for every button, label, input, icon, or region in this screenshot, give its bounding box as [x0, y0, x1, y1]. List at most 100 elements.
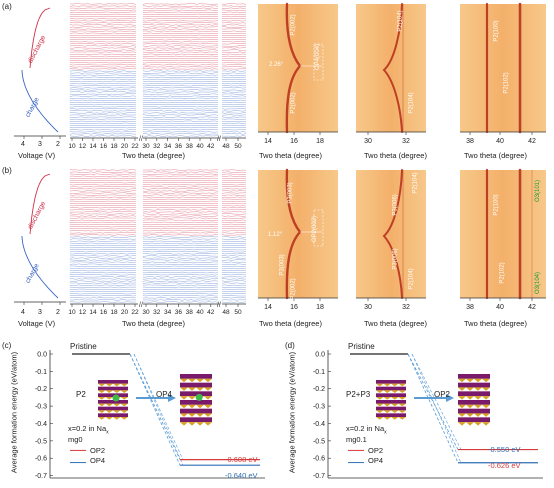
waterfall-high-trace [221, 286, 247, 288]
y-tick: -0.5 [35, 438, 47, 445]
waterfall-mid-trace [142, 171, 219, 173]
two-theta-tick: 10 [68, 309, 76, 316]
crystal-right-atom [196, 378, 204, 383]
waterfall-mid-trace [142, 242, 219, 244]
voltage-title-b: Voltage (V) [18, 319, 56, 328]
waterfall-mid-trace [142, 263, 218, 265]
waterfall-low-trace [69, 68, 136, 70]
waterfall-low-trace [69, 259, 137, 261]
waterfall-high-trace [221, 223, 247, 225]
waterfall-mid-trace [142, 230, 219, 232]
legend-op2-c: OP2 [90, 446, 106, 455]
composition-c: x=0.2 in Nax [68, 424, 109, 436]
waterfall-high-trace [221, 182, 247, 184]
waterfall-mid-trace [142, 297, 219, 299]
waterfall-low-trace [69, 276, 136, 278]
waterfall-mid-trace [142, 228, 219, 230]
ann-a-p2-002: P2(002) [290, 92, 297, 114]
crystal-left-atom [113, 410, 121, 413]
waterfall-mid-trace [142, 190, 219, 192]
waterfall-mid-trace [142, 272, 219, 274]
waterfall-mid-trace [142, 198, 219, 200]
waterfall-high-trace [221, 259, 247, 261]
crystal-right-atom [180, 422, 188, 426]
waterfall-low-trace [69, 244, 137, 246]
waterfall-high-trace [221, 261, 247, 263]
waterfall-mid-trace [142, 83, 219, 85]
waterfall-mid-trace [142, 215, 219, 217]
heat-tick: 30 [364, 304, 372, 311]
waterfall-high-trace [221, 89, 247, 91]
waterfall-mid-trace [142, 55, 219, 57]
connector-op4 [129, 353, 181, 466]
waterfall-high-trace [221, 81, 246, 83]
waterfall-low-trace [69, 225, 136, 228]
y-tick: -0.2 [313, 386, 325, 393]
waterfall-low-trace [69, 255, 137, 257]
ann-b-p2-102: P2(102) [499, 262, 506, 284]
waterfall-high-trace [221, 11, 247, 13]
waterfall-low-trace [69, 177, 137, 179]
waterfall-mid-trace [142, 24, 219, 26]
waterfall-low-trace [69, 60, 137, 62]
waterfall-high-trace [221, 64, 246, 66]
waterfall-low-trace [69, 188, 136, 190]
phase-left-c: P2 [76, 390, 86, 399]
waterfall-high-trace [221, 53, 247, 55]
two-theta-tick: 38 [186, 309, 194, 316]
waterfall-mid-trace [142, 93, 219, 95]
crystal-left-atom [113, 403, 121, 407]
waterfall-mid-trace [142, 91, 218, 93]
crystal-left-atom [391, 417, 399, 420]
waterfall-mid-trace [142, 194, 219, 196]
waterfall-mid-trace [142, 131, 219, 133]
waterfall-mid-trace [142, 106, 219, 108]
waterfall-mid-trace [142, 284, 219, 286]
voltage-title-a: Voltage (V) [18, 151, 56, 160]
crystal-right-atom [204, 396, 212, 400]
waterfall-high-trace [221, 26, 247, 28]
waterfall-low-trace [69, 186, 137, 188]
two-theta-tick: 38 [186, 143, 194, 150]
waterfall-high-trace [221, 265, 247, 267]
crystal-left-atom [120, 417, 128, 420]
waterfall-mid-trace [142, 211, 219, 213]
waterfall-low-trace [69, 242, 137, 244]
waterfall-low-trace [69, 11, 136, 13]
charge-curve [21, 69, 59, 133]
waterfall-high-trace [221, 274, 247, 276]
waterfall-high-trace [221, 257, 247, 259]
waterfall-high-trace [221, 112, 247, 114]
crystal-left-atom [398, 417, 406, 420]
waterfall-high-trace [222, 51, 247, 53]
waterfall-high-trace [221, 278, 247, 280]
crystal-left-atom [105, 417, 113, 420]
waterfall-high-trace [221, 295, 246, 297]
two-theta-tick: 34 [164, 309, 172, 316]
two-theta-tick: 20 [121, 143, 129, 150]
ann-b-p2-002: P2(002) [290, 278, 297, 300]
y-tick: -0.6 [35, 456, 47, 463]
waterfall-low-trace [69, 22, 137, 24]
waterfall-low-trace [69, 263, 136, 265]
waterfall-mid-trace [142, 47, 219, 49]
ann-a-p2-004: P2(104) [408, 92, 415, 114]
waterfall-low-trace [69, 219, 137, 221]
waterfall-mid-trace [142, 62, 219, 64]
connector-op2b [133, 353, 184, 460]
y-tick: -0.1 [313, 369, 325, 376]
heat-tick: 32 [402, 304, 410, 311]
crystal-right-atom [196, 422, 204, 426]
waterfall-low-trace [69, 112, 137, 114]
crystal-left-atom [98, 403, 106, 407]
waterfall-high-trace [221, 228, 247, 230]
crystal-left-layer [376, 400, 406, 404]
waterfall-mid-trace [142, 274, 219, 276]
ann-b-p2-004: P2(104) [408, 268, 415, 290]
heat2-heatmap [356, 170, 426, 298]
sample-d: mg0.1 [346, 435, 367, 444]
ann-b-op2: OP2(002) [312, 215, 319, 243]
heat-tick: 32 [402, 138, 410, 145]
energy-chart-d: 0.0 -0.1 -0.2 -0.3 -0.4 -0.5 -0.6 -0.7 [313, 350, 543, 480]
ylabel-c: Average formation energy (eV/atom) [9, 351, 19, 474]
